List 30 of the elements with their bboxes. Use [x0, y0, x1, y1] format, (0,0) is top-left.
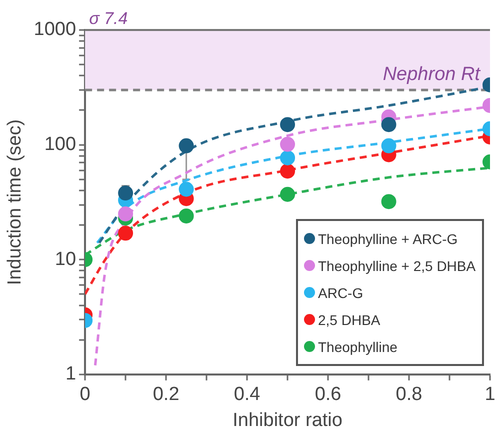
ref-line-label: Nephron Rt — [382, 64, 481, 85]
x-tick-label: 0.4 — [234, 384, 261, 406]
y-axis-title: Induction time (sec) — [4, 119, 26, 286]
point — [178, 208, 194, 224]
x-axis-title: Inhibitor ratio — [232, 410, 342, 431]
y-tick-label: 1 — [65, 364, 76, 385]
point — [280, 117, 296, 132]
legend-label: Theophylline — [318, 338, 398, 355]
x-tick-label: 0.8 — [396, 384, 422, 406]
x-tick-label: 0.6 — [314, 384, 342, 406]
point — [280, 164, 296, 179]
legend-label: Theophylline + ARC-G — [318, 230, 458, 247]
x-tick-label: 0.2 — [152, 384, 180, 406]
y-tick-label: 100 — [44, 134, 76, 156]
y-tick-label: 10 — [54, 248, 76, 270]
point — [178, 138, 194, 154]
point — [118, 206, 134, 222]
legend-label: Theophylline + 2,5 DHBA — [318, 258, 476, 274]
y-tick-label: 1000 — [34, 19, 76, 40]
point — [280, 150, 296, 166]
point — [280, 186, 296, 202]
x-tick-label: 1 — [484, 384, 496, 406]
point — [178, 182, 194, 197]
point — [280, 136, 296, 152]
band-label: σ 7.4 — [89, 9, 128, 28]
point — [118, 226, 134, 241]
point — [118, 186, 134, 201]
legend-label: ARC-G — [318, 284, 364, 301]
x-tick-label: 0 — [80, 384, 90, 406]
legend-label: 2,5 DHBA — [318, 312, 380, 328]
